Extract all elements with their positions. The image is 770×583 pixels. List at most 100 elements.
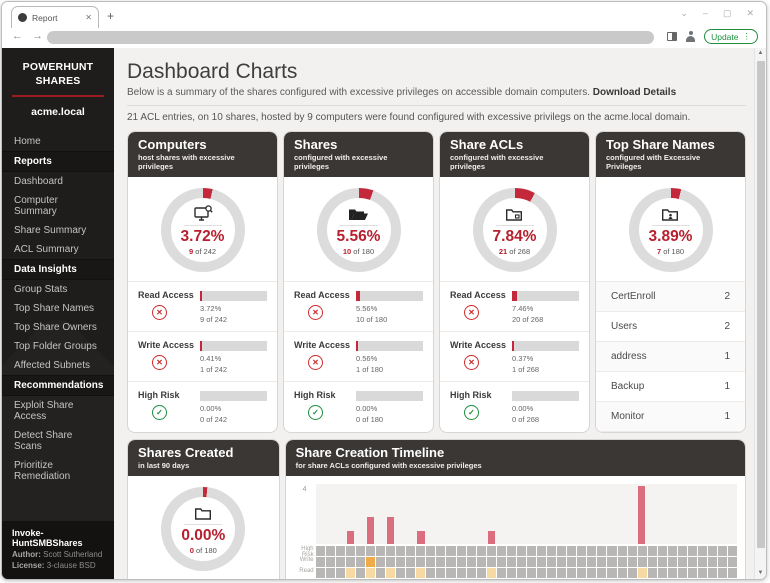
stat-label: Read Access [138,290,194,300]
page-scrollbar[interactable]: ▲ ▼ [754,48,766,579]
share-count: 1 [724,411,730,422]
share-name-row[interactable]: Monitor 1 [596,402,745,432]
grid-cell [607,546,617,556]
stat-percentage: 0.00% [200,404,222,413]
stat-progress-fill [512,341,514,351]
stat-label: Write Access [138,340,195,350]
share-name: address [611,351,647,362]
sidebar-item-prioritize-remediation[interactable]: Prioritize Remediation [14,460,71,483]
grid-cell [567,568,577,578]
window-menu-icon[interactable]: ⌄ [680,8,688,18]
share-name-row[interactable]: CertEnroll 2 [596,282,745,312]
folder-acl-icon [505,204,524,222]
sidebar: POWERHUNT SHARES acme.local Home Reports D… [2,48,114,579]
browser-tab[interactable]: Report ✕ [11,6,99,28]
scroll-down-icon[interactable]: ▼ [757,570,764,576]
share-name-row[interactable]: Backup 1 [596,372,745,402]
address-bar[interactable] [47,31,654,44]
new-tab-button[interactable]: + [107,9,115,23]
sidebar-item-group-stats[interactable]: Group Stats [14,284,68,296]
grid-cell [587,557,597,567]
share-name-row[interactable]: address 1 [596,342,745,372]
timeline-column [637,486,647,544]
scroll-up-icon[interactable]: ▲ [757,50,764,56]
window-close-icon[interactable]: ✕ [746,8,754,18]
grid-cell [708,557,718,567]
donut-ring: 7.84% 21 of 268 [472,188,557,272]
sidebar-item-computer-summary[interactable]: Computer Summary [14,195,58,218]
donut-count: 0 of 180 [189,546,217,555]
stat-label-group: Read Access ✕ [138,290,200,324]
x-circle-icon: ✕ [152,305,167,320]
stat-bar-group: 0.41% 1 of 242 [200,340,267,374]
sidebar-item-home[interactable]: Home [14,136,41,148]
sidebar-item-detect-share-scans[interactable]: Detect Share Scans [14,430,73,453]
grid-cell [667,557,677,567]
stat-row-read-access: Read Access ✕ 5.56% 10 of 180 [284,282,433,332]
download-details-link[interactable]: Download Details [592,87,677,98]
stat-progress-bar [356,341,423,351]
grid-cell [667,568,677,578]
sidebar-item-top-folder-groups[interactable]: Top Folder Groups [14,341,97,353]
grid-cell [355,557,365,567]
sidebar-item-top-share-names[interactable]: Top Share Names [14,303,95,315]
back-icon[interactable]: ← [12,30,23,42]
grid-cell [687,546,697,556]
donut-chart: 3.72% 9 of 242 [128,177,277,281]
update-menu-dots-icon[interactable]: ⋮ [742,31,752,41]
shares-created-header: Shares Created in last 90 days [128,440,279,476]
profile-avatar-icon[interactable] [685,31,696,42]
scrollbar-thumb[interactable] [756,61,765,548]
grid-cell [466,557,476,567]
grid-cell [355,568,365,578]
grid-cell [496,546,506,556]
stat-count: 0 of 268 [512,415,540,424]
grid-cell [335,568,345,578]
donut-count: 21 of 268 [498,247,531,256]
stat-label: Write Access [294,340,351,350]
grid-cell [637,557,647,567]
forward-icon[interactable]: → [32,30,43,42]
grid-cell [325,568,335,578]
sidebar-section-data-insights: Data Insights [2,259,114,281]
sidebar-section-recommendations: Recommendations [2,375,114,397]
update-button[interactable]: Update ⋮ [704,29,758,44]
grid-cell [627,546,637,556]
donut-count: 10 of 180 [342,247,375,256]
stat-progress-bar [200,391,267,401]
sidebar-item-dashboard[interactable]: Dashboard [14,176,63,188]
shares-subtitle: configured with excessive privileges [294,153,388,171]
donut-center: 7.84% 21 of 268 [473,188,557,272]
share-name-row[interactable]: Users 2 [596,312,745,342]
stat-percentage: 3.72% [200,304,222,313]
window-maximize-icon[interactable]: ▢ [722,8,732,18]
timeline-card-header: Share Creation Timeline for share ACLs c… [285,440,745,476]
stat-row-write-access: Write Access ✕ 0.56% 1 of 180 [284,332,433,382]
grid-cell [426,568,436,578]
sidebar-item-exploit-share-access[interactable]: Exploit Share Access [14,400,74,423]
grid-cell [698,557,708,567]
window-minimize-icon[interactable]: – [702,8,708,18]
grid-cell [718,546,728,556]
sidebar-item-share-summary[interactable]: Share Summary [14,225,87,237]
stat-row-write-access: Write Access ✕ 0.37% 1 of 268 [440,332,589,382]
grid-cell [506,568,516,578]
timeline-column [386,517,396,544]
sidebar-item-top-share-owners[interactable]: Top Share Owners [14,322,97,334]
grid-cell [687,557,697,567]
grid-cell [355,546,365,556]
grid-row-write [315,557,738,567]
grid-cell [557,557,567,567]
main-content: Dashboard Charts Below is a summary of t… [114,48,754,579]
side-panel-icon[interactable] [667,32,678,41]
stat-label: Read Access [294,290,350,300]
grid-cell [647,568,657,578]
sidebar-item-acl-summary[interactable]: ACL Summary [14,244,79,256]
timeline-bar [387,517,395,544]
timeline-bar [347,530,355,544]
sidebar-item-affected-subnets[interactable]: Affected Subnets [14,360,90,372]
summary-text: 21 ACL entries, on 10 shares, hosted by … [127,112,691,123]
stat-percentage: 5.56% [356,304,378,313]
tab-close-icon[interactable]: ✕ [85,13,92,22]
donut-ring: 5.56% 10 of 180 [316,188,401,272]
